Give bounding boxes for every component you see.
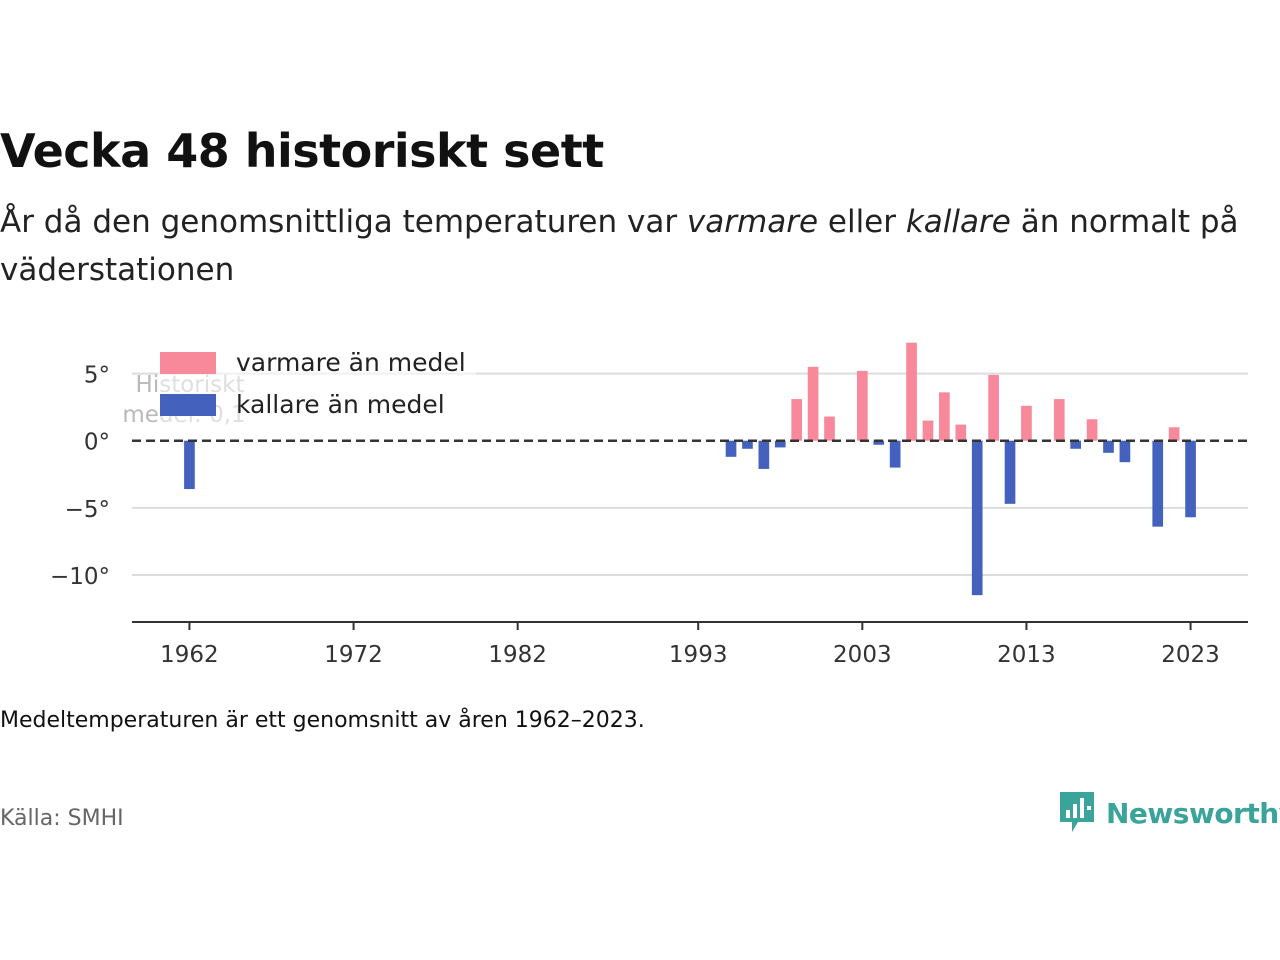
legend-swatch-1: [160, 394, 216, 416]
bar-2021: [1152, 440, 1164, 527]
bar-2023: [1185, 440, 1196, 518]
y-tick-label: −5°: [65, 497, 110, 523]
bar-2016: [1070, 440, 1082, 449]
x-tick-label: 1962: [160, 642, 219, 668]
subtitle-text-2: eller: [818, 204, 906, 240]
x-tick-label: 2023: [1161, 642, 1220, 668]
legend-label-0: varmare än medel: [236, 348, 466, 377]
subtitle-emphasis-colder: kallare: [905, 204, 1011, 240]
legend-swatch-0: [160, 352, 216, 374]
bar-2000: [807, 366, 819, 441]
bar-2015: [1053, 399, 1065, 441]
bar-2006: [906, 342, 917, 441]
x-tick-label: 2013: [997, 642, 1056, 668]
chart-title: Vecka 48 historiskt sett: [0, 124, 604, 178]
subtitle-text-3: än normalt på väderstationen: [0, 204, 1239, 288]
subtitle-emphasis-warmer: varmare: [686, 204, 819, 240]
bar-1997: [758, 440, 770, 469]
bar-2003: [856, 370, 868, 441]
legend-label-1: kallare än medel: [236, 390, 445, 419]
y-tick-label: −10°: [50, 564, 110, 590]
x-tick-label: 1982: [488, 642, 547, 668]
bar-2012: [1004, 440, 1016, 504]
bar-2008: [939, 392, 950, 441]
bar-2005: [889, 440, 901, 468]
bar-1996: [742, 440, 753, 449]
bar-2007: [922, 420, 934, 441]
bar-1998: [774, 440, 786, 448]
temperature-bar-chart: 5°0°−5°−10°1962197219821993200320132023H…: [50, 338, 1248, 668]
bar-2009: [955, 424, 967, 441]
brand-logo[interactable]: Newsworthy: [1058, 790, 1280, 836]
bar-1995: [725, 440, 737, 457]
bar-2010: [971, 440, 983, 596]
brand-name: Newsworthy: [1106, 796, 1280, 830]
bar-2001: [824, 416, 835, 441]
y-tick-label: 0°: [84, 430, 110, 456]
chart-subtitle: År då den genomsnittliga temperaturen va…: [0, 198, 1240, 294]
x-tick-label: 2003: [833, 642, 892, 668]
bar-chart-speech-bubble-icon: [1060, 792, 1094, 832]
x-tick-label: 1993: [669, 642, 728, 668]
y-tick-label: 5°: [84, 363, 110, 389]
bar-2004: [873, 440, 885, 445]
bar-2011: [988, 374, 999, 441]
x-tick-label: 1972: [324, 642, 383, 668]
bar-2019: [1119, 440, 1131, 463]
chart-footnote: Medeltemperaturen är ett genomsnitt av å…: [0, 708, 645, 733]
bar-2018: [1103, 440, 1114, 453]
bar-2022: [1168, 427, 1180, 441]
bar-2017: [1086, 419, 1098, 441]
source-label: Källa: SMHI: [0, 806, 124, 831]
bar-2013: [1021, 405, 1032, 441]
subtitle-text-1: År då den genomsnittliga temperaturen va…: [0, 204, 687, 240]
bar-1999: [791, 399, 803, 441]
bar-1962: [184, 440, 195, 490]
